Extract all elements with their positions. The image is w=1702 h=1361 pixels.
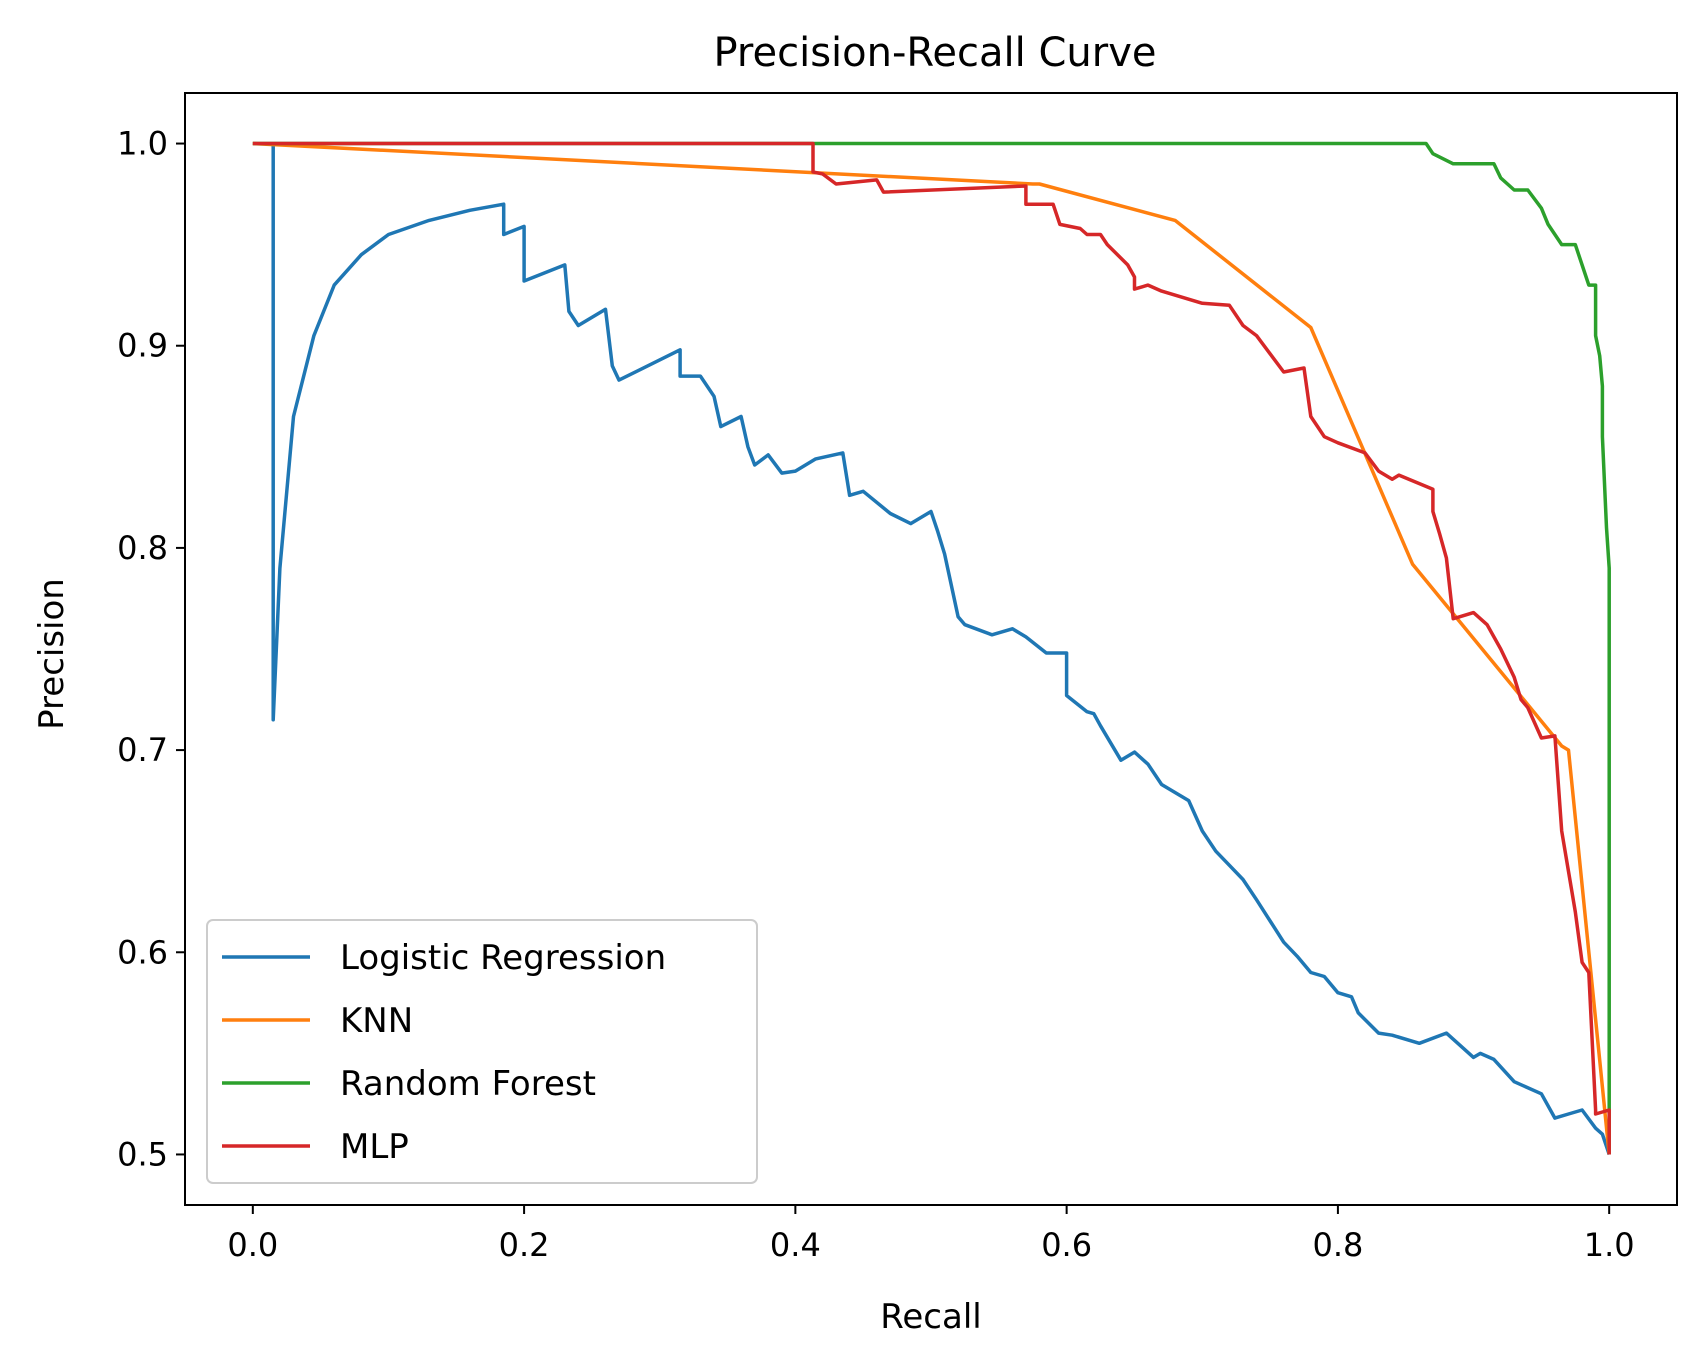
chart-title: Precision-Recall Curve bbox=[714, 30, 1157, 76]
x-tick-label: 0.4 bbox=[770, 1226, 821, 1264]
legend-label-mlp: MLP bbox=[340, 1127, 409, 1167]
legend-label-logistic-regression: Logistic Regression bbox=[340, 938, 666, 978]
series-line-random-forest bbox=[252, 141, 1611, 1155]
legend-box bbox=[206, 919, 758, 1184]
legend-label-random-forest: Random Forest bbox=[340, 1064, 596, 1104]
y-tick-label: 0.6 bbox=[117, 933, 168, 971]
y-axis-label: Precision bbox=[32, 578, 72, 730]
y-axis: 0.5 0.6 0.7 0.8 0.9 1.0 bbox=[117, 125, 185, 1173]
series-line-knn bbox=[252, 141, 1611, 1155]
series-line-logistic-regression bbox=[271, 143, 1611, 1156]
y-tick-label: 0.5 bbox=[117, 1135, 168, 1173]
plot-frame bbox=[184, 92, 1678, 1206]
y-tick-label: 0.7 bbox=[117, 731, 168, 769]
legend-label-knn: KNN bbox=[340, 1001, 413, 1041]
series-layer bbox=[252, 141, 1611, 1156]
x-tick-label: 0.6 bbox=[1041, 1226, 1092, 1264]
y-tick-label: 1.0 bbox=[117, 125, 168, 163]
x-tick-label: 0.2 bbox=[499, 1226, 550, 1264]
y-tick-label: 0.9 bbox=[117, 327, 168, 365]
x-tick-label: 0.8 bbox=[1312, 1226, 1363, 1264]
y-tick-label: 0.8 bbox=[117, 529, 168, 567]
series-line-mlp bbox=[252, 141, 1611, 1155]
x-tick-label: 0.0 bbox=[227, 1226, 278, 1264]
x-tick-label: 1.0 bbox=[1584, 1226, 1635, 1264]
x-axis: 0.0 0.2 0.4 0.6 0.8 1.0 bbox=[227, 1205, 1635, 1264]
legend: Logistic Regression KNN Random Forest MLP bbox=[206, 919, 758, 1184]
x-axis-label: Recall bbox=[880, 1297, 981, 1337]
